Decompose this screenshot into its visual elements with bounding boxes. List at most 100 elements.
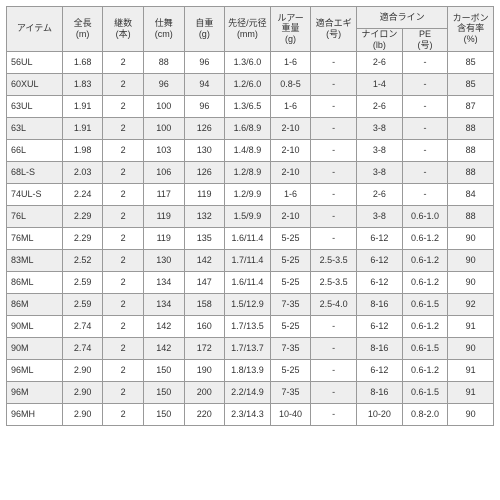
cell: 0.6-1.5 xyxy=(402,293,448,315)
cell: - xyxy=(311,205,357,227)
cell: 86ML xyxy=(7,271,63,293)
col-lure: ルアー 重量 (g) xyxy=(270,7,311,52)
cell: 66L xyxy=(7,139,63,161)
cell: 117 xyxy=(143,183,184,205)
spec-table: アイテム 全長 (m) 継数 (本) 仕舞 (cm) 自重 (g) 先径/元径 … xyxy=(6,6,494,426)
cell: 1.2/6.0 xyxy=(225,73,271,95)
cell: 96 xyxy=(184,51,225,73)
cell: 1-6 xyxy=(270,183,311,205)
col-item: アイテム xyxy=(7,7,63,52)
cell: 2.5-3.5 xyxy=(311,271,357,293)
cell: 5-25 xyxy=(270,249,311,271)
col-carbon: カーボン 含有率 (%) xyxy=(448,7,494,52)
cell: 92 xyxy=(448,293,494,315)
cell: 2.2/14.9 xyxy=(225,381,271,403)
cell: 2 xyxy=(103,227,144,249)
cell: 1.68 xyxy=(62,51,103,73)
cell: - xyxy=(311,183,357,205)
cell: 0.6-1.5 xyxy=(402,337,448,359)
cell: 90ML xyxy=(7,315,63,337)
cell: 6-12 xyxy=(357,315,403,337)
cell: 5-25 xyxy=(270,227,311,249)
cell: 96 xyxy=(184,95,225,117)
cell: - xyxy=(311,381,357,403)
cell: 135 xyxy=(184,227,225,249)
cell: - xyxy=(311,403,357,425)
cell: 3-8 xyxy=(357,139,403,161)
cell: 2.74 xyxy=(62,337,103,359)
table-row: 83ML2.5221301421.7/11.45-252.5-3.56-120.… xyxy=(7,249,494,271)
cell: 91 xyxy=(448,315,494,337)
cell: 5-25 xyxy=(270,359,311,381)
table-row: 66L1.9821031301.4/8.92-10-3-8-88 xyxy=(7,139,494,161)
cell: - xyxy=(311,95,357,117)
cell: 134 xyxy=(143,271,184,293)
cell: 2.90 xyxy=(62,403,103,425)
cell: 2.24 xyxy=(62,183,103,205)
cell: 0.6-1.2 xyxy=(402,315,448,337)
cell: 1.5/12.9 xyxy=(225,293,271,315)
cell: 88 xyxy=(448,139,494,161)
cell: 1.7/13.7 xyxy=(225,337,271,359)
cell: 134 xyxy=(143,293,184,315)
cell: 2-10 xyxy=(270,161,311,183)
cell: 63UL xyxy=(7,95,63,117)
table-row: 60XUL1.83296941.2/6.00.8-5-1-4-85 xyxy=(7,73,494,95)
cell: 74UL-S xyxy=(7,183,63,205)
cell: 60XUL xyxy=(7,73,63,95)
cell: 1.6/8.9 xyxy=(225,117,271,139)
cell: 1.8/13.9 xyxy=(225,359,271,381)
cell: - xyxy=(402,117,448,139)
cell: 2-6 xyxy=(357,51,403,73)
cell: 2-6 xyxy=(357,183,403,205)
cell: 200 xyxy=(184,381,225,403)
cell: 0.6-1.2 xyxy=(402,271,448,293)
cell: 172 xyxy=(184,337,225,359)
table-row: 76L2.2921191321.5/9.92-10-3-80.6-1.088 xyxy=(7,205,494,227)
table-row: 86ML2.5921341471.6/11.45-252.5-3.56-120.… xyxy=(7,271,494,293)
cell: - xyxy=(311,161,357,183)
cell: 6-12 xyxy=(357,227,403,249)
table-row: 68L-S2.0321061261.2/8.92-10-3-8-88 xyxy=(7,161,494,183)
cell: 2.59 xyxy=(62,271,103,293)
cell: 2 xyxy=(103,139,144,161)
cell: 2-10 xyxy=(270,139,311,161)
cell: 2.52 xyxy=(62,249,103,271)
cell: 2 xyxy=(103,205,144,227)
cell: 1.3/6.0 xyxy=(225,51,271,73)
table-row: 74UL-S2.2421171191.2/9.91-6-2-6-84 xyxy=(7,183,494,205)
table-row: 86M2.5921341581.5/12.97-352.5-4.08-160.6… xyxy=(7,293,494,315)
cell: 0.8-2.0 xyxy=(402,403,448,425)
cell: 1-4 xyxy=(357,73,403,95)
cell: 2.59 xyxy=(62,293,103,315)
cell: 106 xyxy=(143,161,184,183)
cell: 90 xyxy=(448,403,494,425)
cell: 85 xyxy=(448,51,494,73)
cell: 2 xyxy=(103,293,144,315)
cell: 90M xyxy=(7,337,63,359)
cell: 2 xyxy=(103,403,144,425)
cell: 83ML xyxy=(7,249,63,271)
cell: 160 xyxy=(184,315,225,337)
cell: 220 xyxy=(184,403,225,425)
cell: 2 xyxy=(103,337,144,359)
cell: 6-12 xyxy=(357,249,403,271)
cell: 2 xyxy=(103,359,144,381)
table-row: 90ML2.7421421601.7/13.55-25-6-120.6-1.29… xyxy=(7,315,494,337)
cell: 91 xyxy=(448,381,494,403)
cell: 119 xyxy=(143,205,184,227)
cell: 2.29 xyxy=(62,205,103,227)
cell: 91 xyxy=(448,359,494,381)
cell: 3-8 xyxy=(357,205,403,227)
cell: 1.6/11.4 xyxy=(225,271,271,293)
cell: 132 xyxy=(184,205,225,227)
cell: 2.5-3.5 xyxy=(311,249,357,271)
cell: 2 xyxy=(103,271,144,293)
cell: 84 xyxy=(448,183,494,205)
cell: 130 xyxy=(143,249,184,271)
cell: - xyxy=(311,315,357,337)
cell: 1.7/13.5 xyxy=(225,315,271,337)
cell: 1.7/11.4 xyxy=(225,249,271,271)
cell: - xyxy=(402,73,448,95)
cell: 76L xyxy=(7,205,63,227)
